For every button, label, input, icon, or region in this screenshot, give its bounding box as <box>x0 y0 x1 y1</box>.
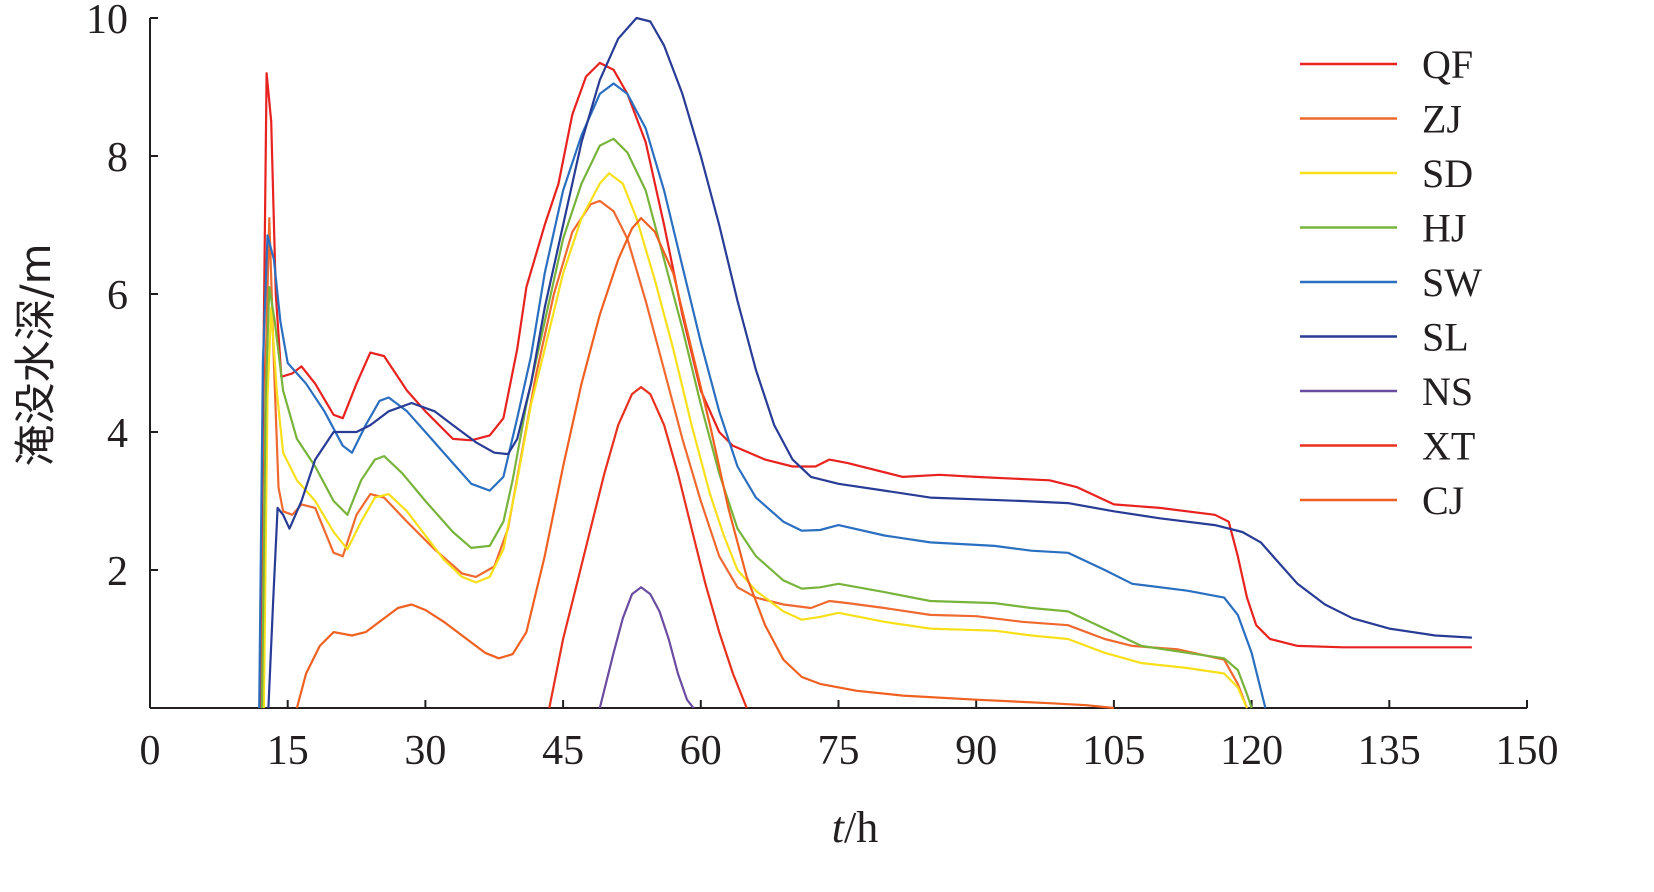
series-line-sd <box>262 172 1249 709</box>
x-tick-label: 150 <box>1496 728 1559 774</box>
legend-label-ns: NS <box>1422 369 1473 414</box>
x-tick-label: 0 <box>140 728 161 774</box>
x-tick-label: 90 <box>955 728 997 774</box>
x-tick-label: 60 <box>680 728 722 774</box>
series-line-hj <box>260 137 1253 709</box>
y-tick-label: 6 <box>107 273 128 319</box>
x-tick-label: 15 <box>267 728 309 774</box>
x-tick-label: 135 <box>1358 728 1421 774</box>
x-axis-label-var: t <box>832 803 846 852</box>
legend-label-cj: CJ <box>1422 478 1464 523</box>
legend: QF ZJ SD HJ SW SL NS XT CJ <box>1300 42 1482 523</box>
x-tick-label: 45 <box>542 728 584 774</box>
series-lines <box>258 16 1472 710</box>
series-line-zj <box>260 199 1249 709</box>
y-tick-label: 4 <box>107 411 128 457</box>
series-line-sl <box>267 16 1472 709</box>
x-axis-label-unit: /h <box>844 803 878 852</box>
x-tick-label: 120 <box>1220 728 1283 774</box>
legend-label-zj: ZJ <box>1422 97 1462 142</box>
legend-label-qf: QF <box>1422 42 1473 87</box>
x-axis-label: t/h <box>832 803 878 852</box>
y-tick-label: 8 <box>107 135 128 181</box>
axes <box>149 18 1527 709</box>
legend-label-xt: XT <box>1422 424 1475 469</box>
series-line-ns <box>598 586 695 709</box>
y-tick-label: 10 <box>86 0 128 43</box>
x-tick-label: 75 <box>818 728 860 774</box>
series-line-sw <box>258 82 1267 709</box>
legend-label-sw: SW <box>1422 260 1482 305</box>
x-tick-label: 105 <box>1082 728 1145 774</box>
y-tick-label: 2 <box>107 549 128 595</box>
y-ticks: 2 4 6 8 10 <box>86 0 158 595</box>
series-line-xt <box>548 386 748 709</box>
legend-label-sd: SD <box>1422 151 1473 196</box>
x-tick-label: 30 <box>404 728 446 774</box>
series-line-qf <box>259 61 1472 709</box>
y-axis-label: 淹没水深/m <box>11 243 60 466</box>
x-ticks: 0 15 30 45 60 75 90 105 120 135 150 <box>140 700 1559 774</box>
legend-label-hj: HJ <box>1422 206 1466 251</box>
legend-label-sl: SL <box>1422 315 1469 360</box>
series-line-cj <box>295 217 1115 710</box>
